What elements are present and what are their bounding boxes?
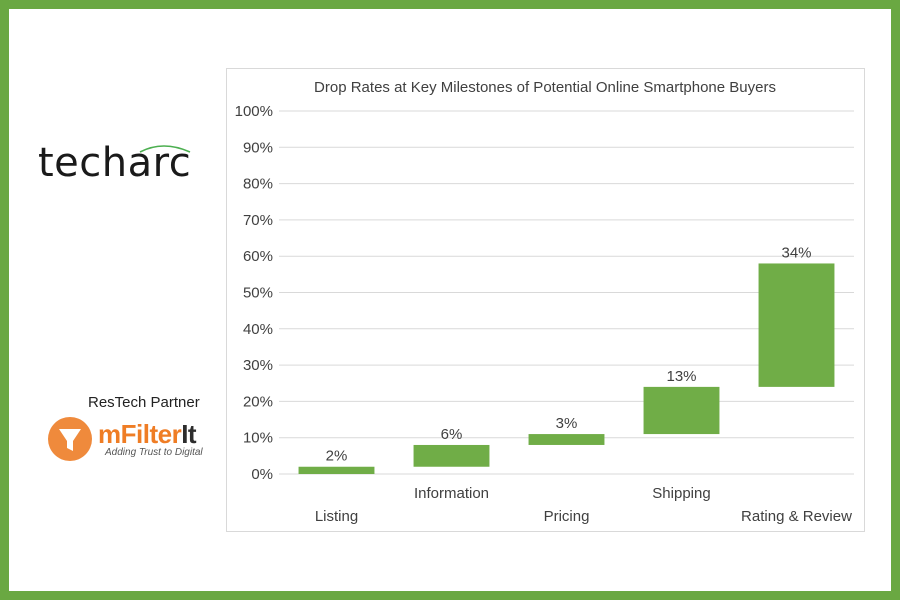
waterfall-chart: Drop Rates at Key Milestones of Potentia… xyxy=(235,79,854,525)
y-tick-label: 0% xyxy=(251,466,273,483)
data-label: 3% xyxy=(556,415,578,432)
y-tick-label: 80% xyxy=(243,176,273,193)
y-tick-label: 30% xyxy=(243,357,273,374)
y-tick-label: 60% xyxy=(243,248,273,265)
bar xyxy=(413,444,490,467)
x-category-label: Rating & Review xyxy=(741,508,852,525)
bar xyxy=(758,263,835,387)
y-tick-label: 40% xyxy=(243,321,273,338)
bar xyxy=(643,386,720,435)
data-label: 13% xyxy=(666,368,696,385)
funnel-icon xyxy=(48,417,92,461)
y-tick-label: 100% xyxy=(235,103,273,120)
techarc-arc-icon xyxy=(139,145,191,153)
bar xyxy=(528,434,605,445)
partner-label: ResTech Partner xyxy=(88,394,200,411)
data-label: 6% xyxy=(441,426,463,443)
mfilterit-name: mFilterIt xyxy=(98,419,197,450)
bar xyxy=(298,466,375,474)
chart-panel: Drop Rates at Key Milestones of Potentia… xyxy=(226,68,865,532)
y-tick-label: 20% xyxy=(243,393,273,410)
mfilterit-name-part2: It xyxy=(181,419,197,449)
x-category-label: Information xyxy=(414,485,489,502)
y-tick-label: 50% xyxy=(243,285,273,302)
mfilterit-tagline: Adding Trust to Digital xyxy=(105,447,203,458)
mfilterit-logo: mFilterIt Adding Trust to Digital xyxy=(48,417,208,463)
techarc-logo: techarc xyxy=(38,140,192,186)
chart-title: Drop Rates at Key Milestones of Potentia… xyxy=(314,79,776,96)
y-tick-label: 70% xyxy=(243,212,273,229)
data-label: 34% xyxy=(781,244,811,261)
x-category-label: Pricing xyxy=(544,508,590,525)
x-category-label: Shipping xyxy=(652,485,710,502)
x-category-label: Listing xyxy=(315,508,358,525)
data-label: 2% xyxy=(326,448,348,465)
y-tick-label: 90% xyxy=(243,139,273,156)
y-tick-label: 10% xyxy=(243,430,273,447)
mfilterit-name-part1: mFilter xyxy=(98,419,182,449)
